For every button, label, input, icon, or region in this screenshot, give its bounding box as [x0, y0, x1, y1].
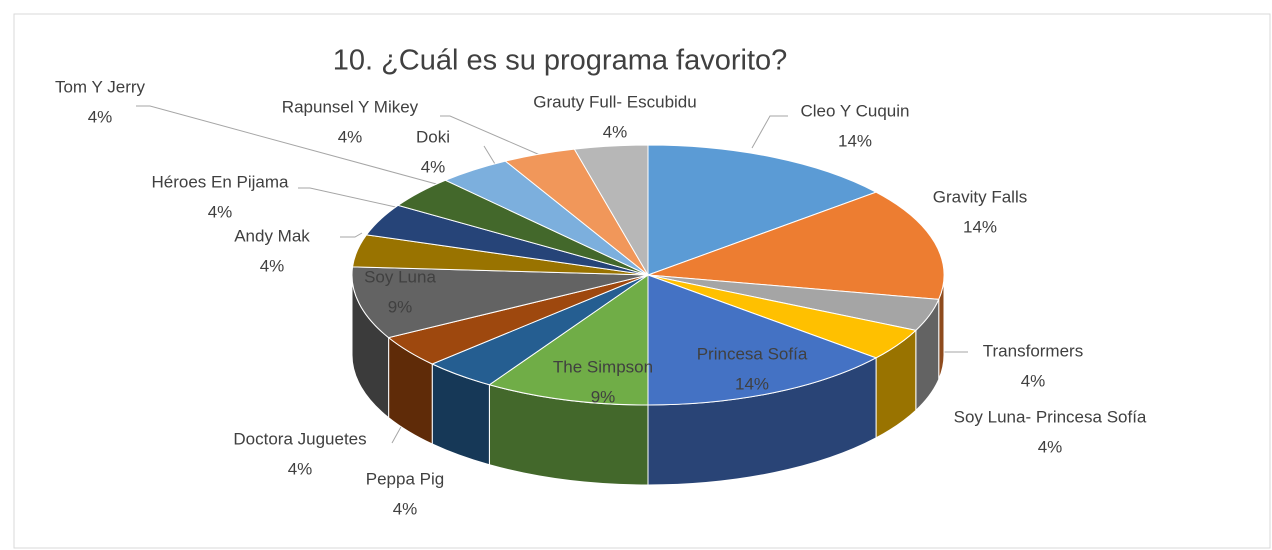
data-label-name: Cleo Y Cuquin	[800, 101, 909, 120]
data-label-value: 14%	[735, 374, 769, 393]
pie	[351, 144, 945, 486]
data-label-name: Gravity Falls	[933, 187, 1027, 206]
data-label-value: 4%	[338, 127, 363, 146]
data-label-value: 4%	[1038, 437, 1063, 456]
data-label-value: 9%	[388, 297, 413, 316]
data-label-name: Héroes En Pijama	[151, 172, 289, 191]
slice	[647, 274, 878, 406]
slice	[647, 144, 878, 276]
data-label-name: Andy Mak	[234, 226, 310, 245]
data-label-value: 9%	[591, 387, 616, 406]
data-label-name: Rapunsel Y Mikey	[282, 97, 419, 116]
chart-title: 10. ¿Cuál es su programa favorito?	[333, 45, 788, 77]
data-label-name: Soy Luna- Princesa Sofía	[954, 407, 1147, 426]
data-label-value: 4%	[88, 107, 113, 126]
data-label-value: 4%	[393, 499, 418, 518]
data-label-name: Tom Y Jerry	[55, 77, 146, 96]
slice	[647, 191, 945, 300]
data-label-value: 14%	[963, 217, 997, 236]
leader-lines	[136, 105, 968, 444]
slice	[488, 274, 649, 406]
data-label-name: The Simpson	[553, 357, 653, 376]
data-label-name: Princesa Sofía	[697, 344, 808, 363]
slice	[573, 144, 649, 277]
data-label-name: Grauty Full- Escubidu	[533, 92, 696, 111]
data-label-name: Peppa Pig	[366, 469, 444, 488]
data-label-name: Doki	[416, 127, 450, 146]
data-label-value: 4%	[208, 202, 233, 221]
data-label-name: Soy Luna	[364, 267, 436, 286]
data-label-value: 4%	[421, 157, 446, 176]
data-label-name: Doctora Juguetes	[233, 429, 366, 448]
data-label-value: 4%	[260, 256, 285, 275]
data-label-value: 4%	[288, 459, 313, 478]
data-label-name: Transformers	[983, 341, 1083, 360]
data-label-value: 14%	[838, 131, 872, 150]
data-label-value: 4%	[603, 122, 628, 141]
data-label-value: 4%	[1021, 371, 1046, 390]
slice	[351, 266, 649, 339]
